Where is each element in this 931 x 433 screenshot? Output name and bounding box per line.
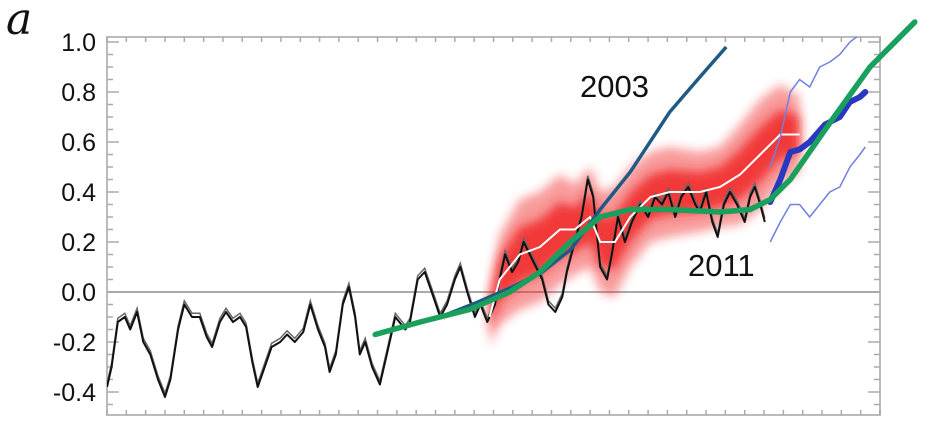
y-tick-label: 1.0 — [61, 29, 96, 57]
y-tick-label: 0.2 — [61, 229, 96, 257]
y-tick-label: 0.8 — [61, 79, 96, 107]
observed-line-secondary — [107, 175, 766, 396]
band-mean-line — [488, 133, 800, 318]
plot-frame — [106, 36, 881, 416]
panel-label: a — [6, 0, 33, 45]
annotation-2003: 2003 — [580, 69, 649, 104]
axes: 1.0 0.8 0.6 0.4 0.2 0.0 -0.2 -0.4 — [53, 29, 881, 416]
annotation-2011: 2011 — [688, 248, 755, 283]
y-tick-label: -0.4 — [53, 379, 96, 407]
blue-lower-line — [769, 146, 866, 243]
curve-2011 — [372, 19, 918, 338]
observed-line — [107, 178, 766, 398]
blue-thick-line — [767, 89, 869, 205]
y-tick-label: 0.0 — [61, 279, 96, 307]
blue-upper-line — [769, 37, 858, 168]
y-tick-label: 0.4 — [61, 179, 96, 207]
y-tick-label: 0.6 — [61, 129, 96, 157]
uncertainty-band-inner — [489, 109, 800, 332]
y-tick-label: -0.2 — [53, 329, 96, 357]
